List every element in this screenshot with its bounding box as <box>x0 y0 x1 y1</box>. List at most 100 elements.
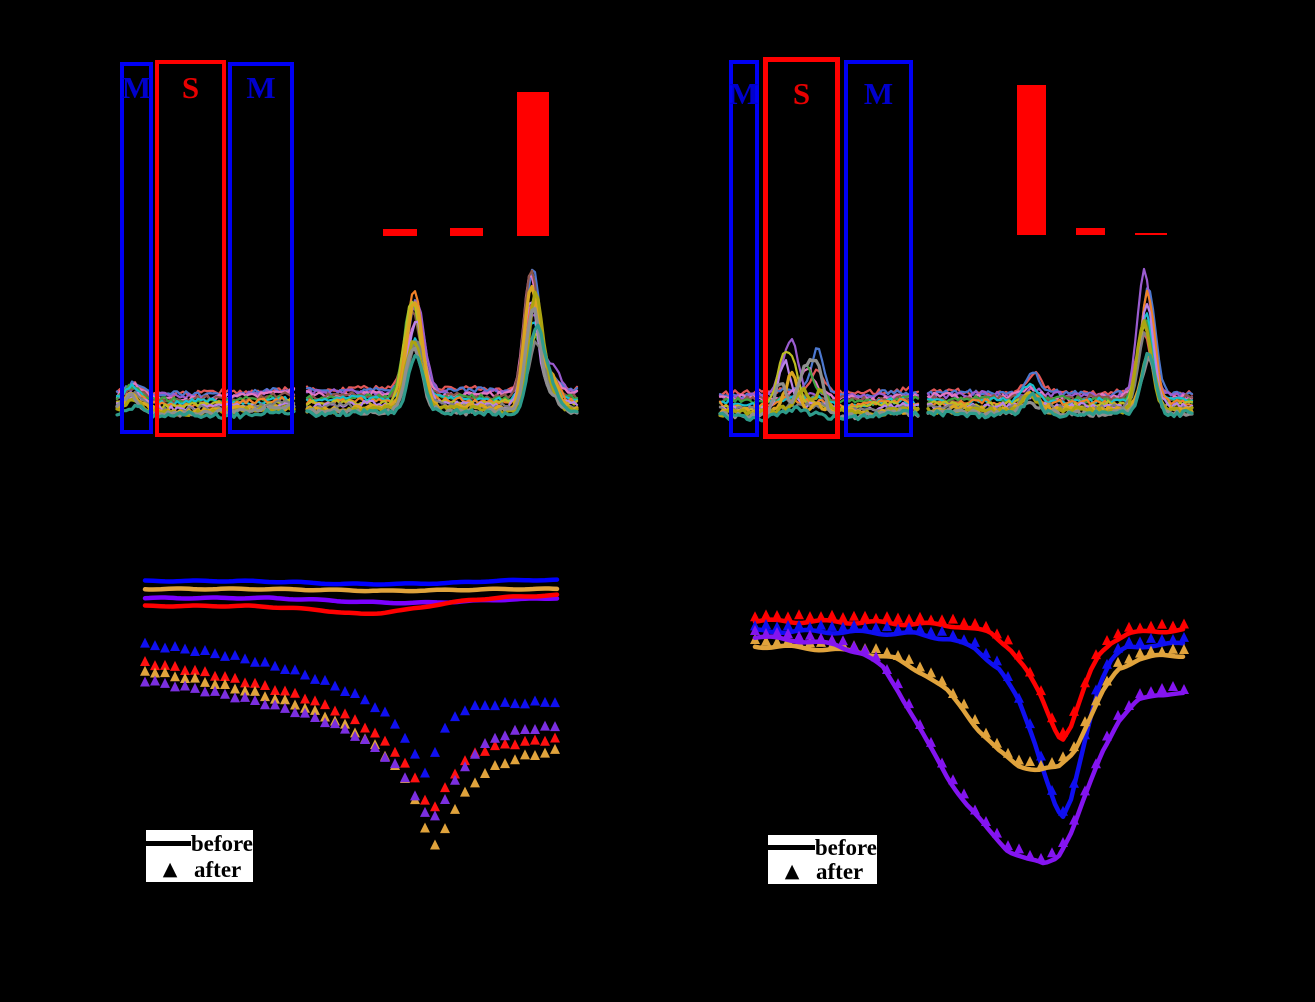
legend-row-after: ▲ after <box>146 856 253 882</box>
after-marker-after-purple <box>390 758 400 769</box>
trace-line <box>305 323 579 418</box>
after-marker-blue <box>1014 692 1024 703</box>
after-marker-blue <box>926 626 936 637</box>
after-marker-blue <box>948 629 958 640</box>
after-marker-gold <box>1036 759 1046 770</box>
after-marker-blue <box>970 636 980 647</box>
after-marker-blue <box>1036 750 1046 761</box>
after-marker-after-red <box>530 734 540 745</box>
after-marker-blue <box>959 634 969 645</box>
after-marker-after-red <box>140 655 150 666</box>
after-marker-after-gold <box>170 671 180 682</box>
after-marker-after-red <box>170 660 180 671</box>
after-marker-blue <box>1179 631 1189 642</box>
after-marker-purple <box>860 643 870 654</box>
after-marker-purple <box>1146 686 1156 697</box>
after-marker-after-purple <box>460 761 470 772</box>
after-marker-red <box>1036 685 1046 696</box>
after-marker-after-blue <box>290 664 300 675</box>
trace-line <box>926 351 1194 420</box>
after-marker-purple <box>838 635 848 646</box>
after-marker-gold <box>1102 675 1112 686</box>
after-marker-after-blue <box>240 653 250 664</box>
after-marker-blue <box>981 647 991 658</box>
after-marker-blue <box>805 621 815 632</box>
after-marker-blue <box>904 622 914 633</box>
after-marker-after-red <box>280 685 290 696</box>
after-marker-red <box>959 617 969 628</box>
after-marker-purple <box>849 640 859 651</box>
after-marker-after-red <box>340 708 350 719</box>
after-marker-red <box>1168 620 1178 631</box>
after-marker-purple <box>915 718 925 729</box>
after-marker-after-blue <box>260 656 270 667</box>
legend-bottom-right: before ▲ after <box>768 835 877 884</box>
after-marker-after-blue <box>150 640 160 651</box>
after-marker-after-red <box>410 772 420 783</box>
trace-line <box>752 643 1186 773</box>
after-marker-blue <box>992 655 1002 666</box>
after-marker-red <box>1058 726 1068 737</box>
after-marker-after-blue <box>270 660 280 671</box>
after-marker-after-blue <box>370 702 380 713</box>
after-marker-purple <box>871 651 881 662</box>
after-marker-after-purple <box>180 680 190 691</box>
after-marker-blue <box>838 621 848 632</box>
after-marker-gold <box>893 650 903 661</box>
after-marker-red <box>970 617 980 628</box>
after-marker-purple <box>1157 683 1167 694</box>
legend-label-after: after <box>194 856 242 882</box>
after-marker-after-blue <box>280 663 290 674</box>
after-marker-after-blue <box>190 646 200 657</box>
after-marker-gold <box>992 737 1002 748</box>
after-marker-after-gold <box>200 676 210 687</box>
after-marker-after-purple <box>230 692 240 703</box>
after-marker-after-purple <box>160 677 170 688</box>
after-marker-red <box>794 609 804 620</box>
after-marker-after-blue <box>480 700 490 711</box>
after-marker-after-blue <box>170 640 180 651</box>
after-marker-after-blue <box>470 699 480 710</box>
after-marker-after-purple <box>280 702 290 713</box>
after-marker-gold <box>1003 747 1013 758</box>
after-marker-blue <box>1146 632 1156 643</box>
after-marker-after-purple <box>200 686 210 697</box>
after-marker-gold <box>1058 751 1068 762</box>
after-marker-after-gold <box>140 665 150 676</box>
after-marker-red <box>1102 634 1112 645</box>
after-marker-after-red <box>180 665 190 676</box>
after-marker-after-red <box>380 735 390 746</box>
after-marker-after-red <box>310 695 320 706</box>
after-marker-purple <box>904 698 914 709</box>
after-marker-blue <box>772 621 782 632</box>
after-marker-after-red <box>220 670 230 681</box>
after-marker-after-blue <box>300 669 310 680</box>
after-marker-after-red <box>400 757 410 768</box>
trace-line <box>926 267 1194 401</box>
trace-line <box>752 634 1186 866</box>
after-marker-blue <box>937 625 947 636</box>
after-marker-red <box>904 613 914 624</box>
after-marker-after-red <box>550 732 560 743</box>
after-marker-after-red <box>190 664 200 675</box>
after-marker-gold <box>1091 695 1101 706</box>
after-marker-purple <box>882 664 892 675</box>
after-marker-gold <box>1179 643 1189 654</box>
after-marker-blue <box>1047 784 1057 795</box>
after-marker-gold <box>1157 646 1167 657</box>
after-marker-purple <box>1124 699 1134 710</box>
after-marker-after-purple <box>340 723 350 734</box>
trace-line <box>115 386 296 404</box>
after-marker-red <box>915 611 925 622</box>
after-marker-after-purple <box>250 695 260 706</box>
after-marker-after-purple <box>270 699 280 710</box>
trace-line <box>926 289 1194 408</box>
after-marker-purple <box>1168 681 1178 692</box>
after-marker-purple <box>1047 847 1057 858</box>
after-marker-red <box>772 610 782 621</box>
trace-line <box>142 577 560 587</box>
after-marker-after-blue <box>310 673 320 684</box>
after-marker-purple <box>992 827 1002 838</box>
after-marker-after-blue <box>440 722 450 733</box>
legend-label-before: before <box>190 830 253 856</box>
